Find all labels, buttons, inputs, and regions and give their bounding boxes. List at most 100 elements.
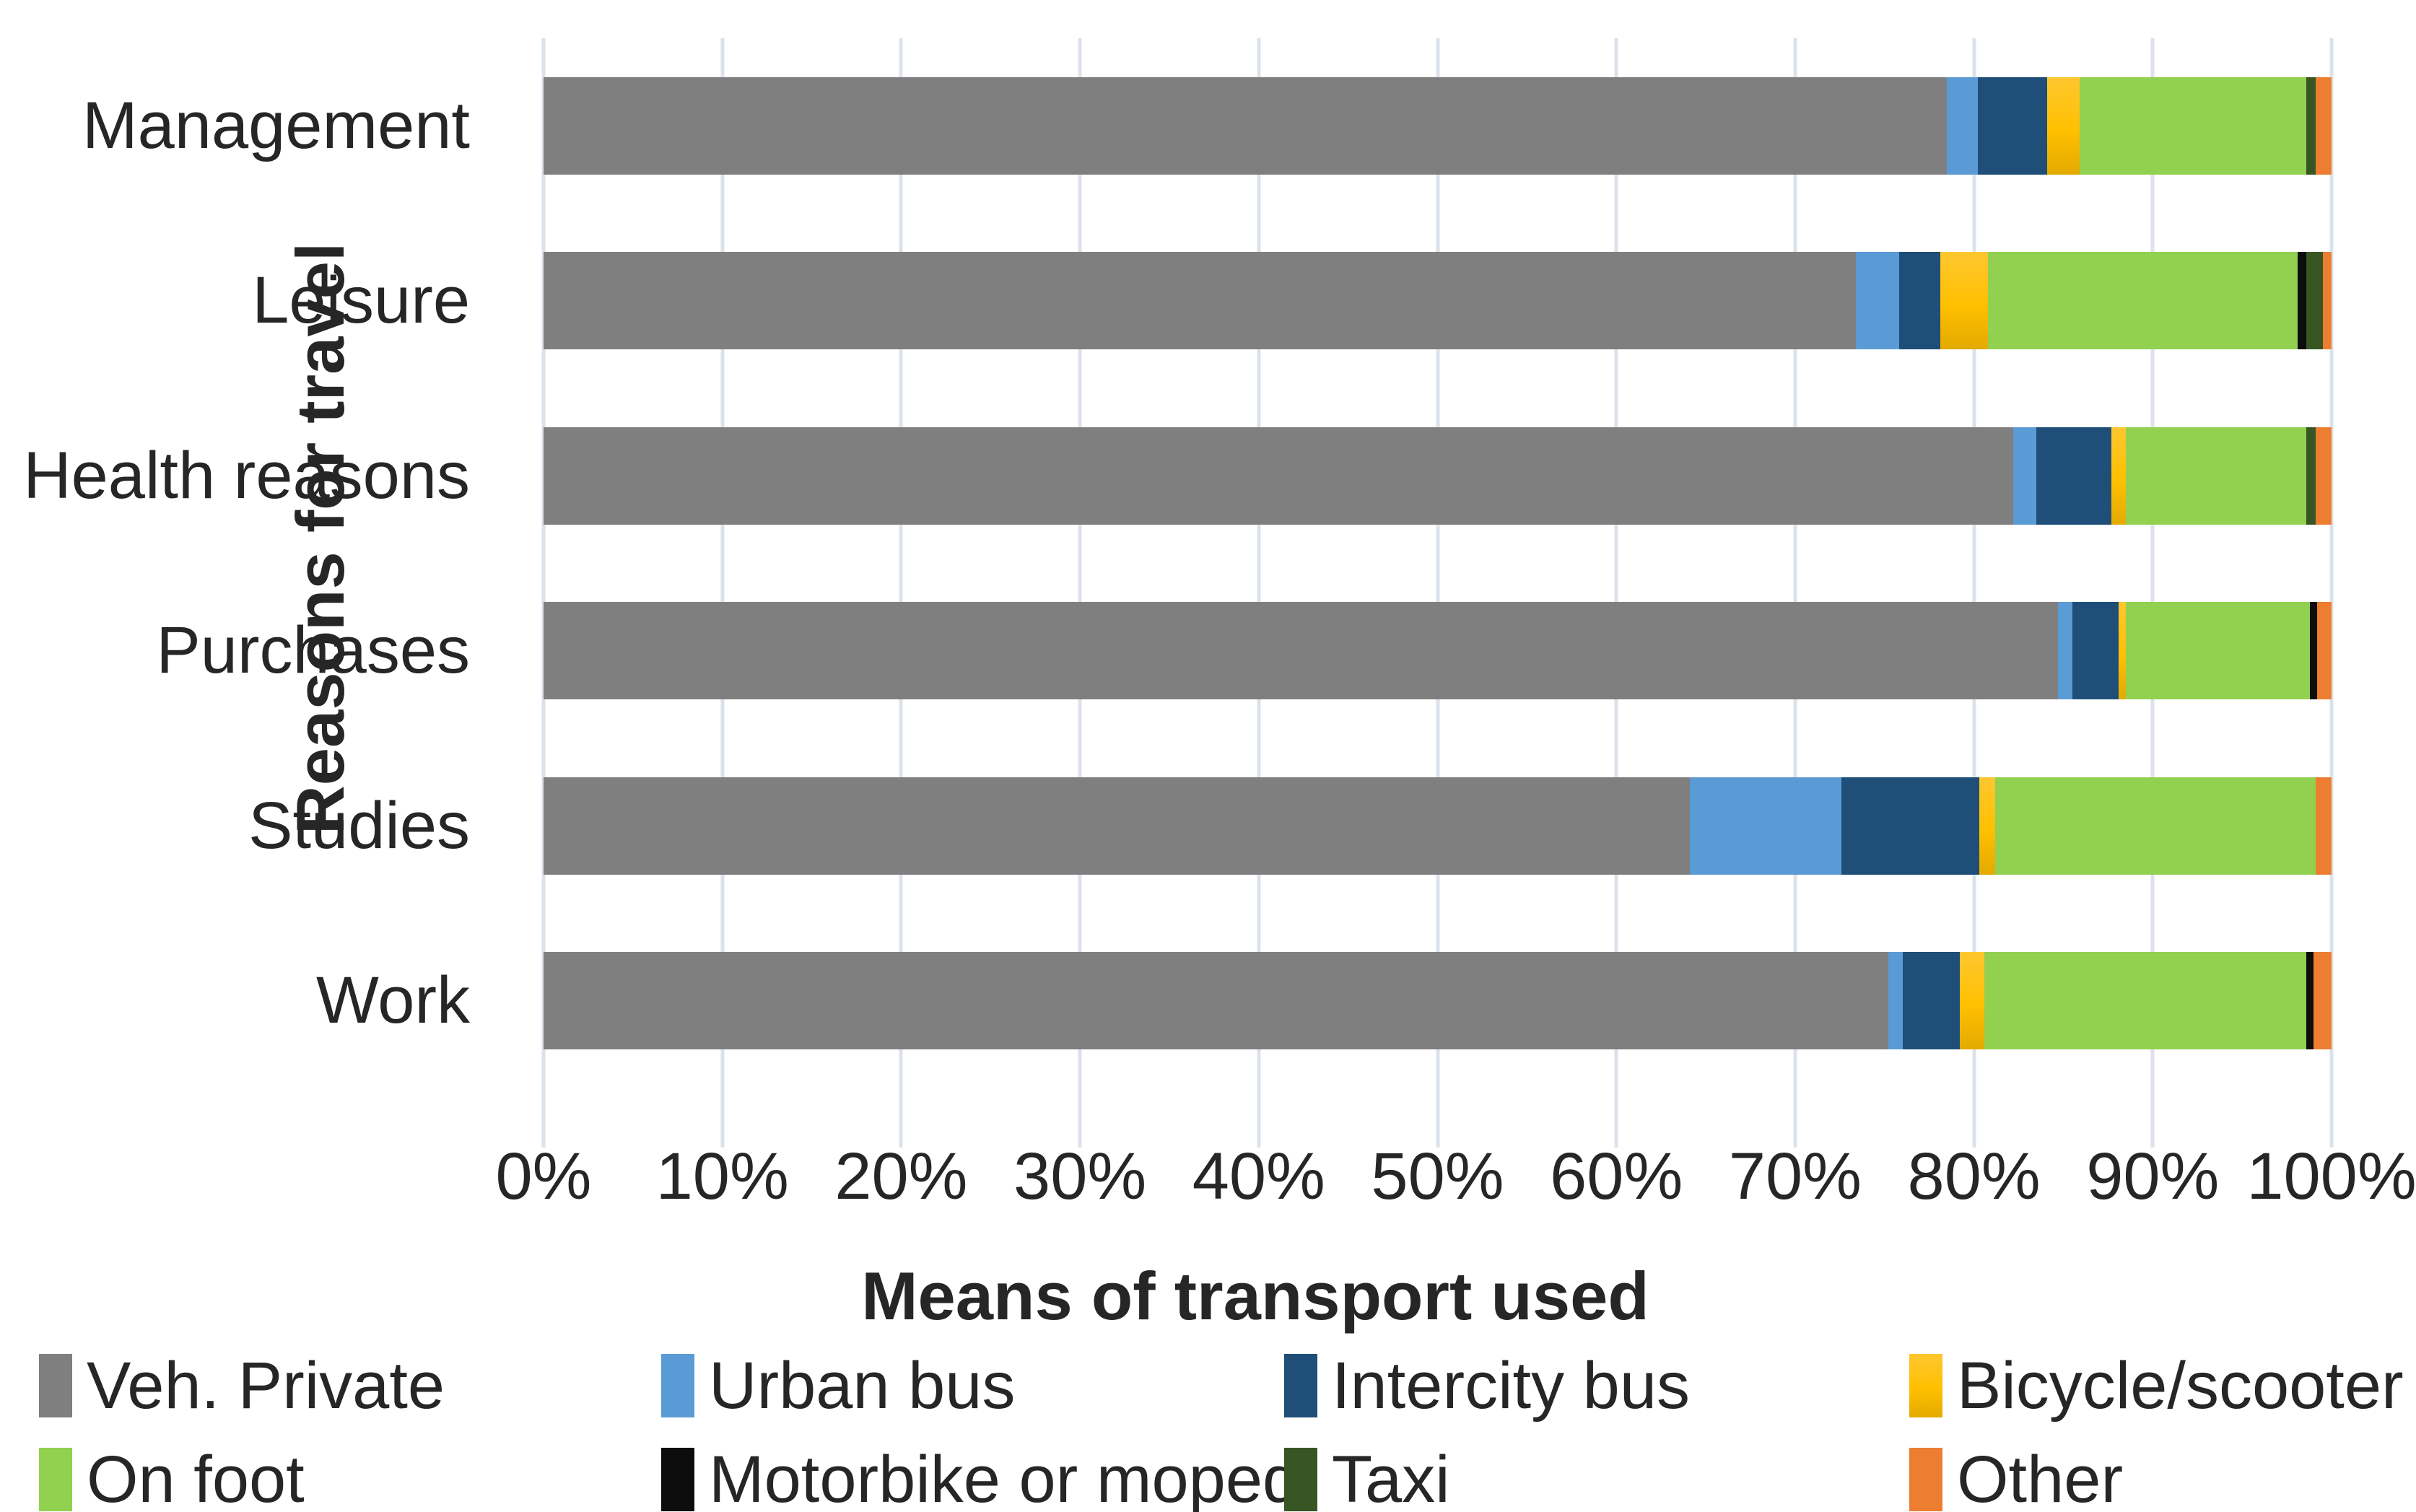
bar-leisure xyxy=(544,252,2332,350)
legend-swatch-bicycle-scooter xyxy=(1909,1354,1942,1417)
legend-item-urban-bus: Urban bus xyxy=(661,1348,1016,1423)
gridline-90% xyxy=(2150,38,2155,1148)
category-label-health-reasons: Health reasons xyxy=(23,438,470,512)
legend-item-bicycle-scooter: Bicycle/scooter xyxy=(1909,1349,2404,1423)
gridline-10% xyxy=(720,38,725,1148)
category-label-purchases: Purchases xyxy=(156,613,470,688)
x-axis-title: Means of transport used xyxy=(861,1258,1649,1334)
bar-health-reasons xyxy=(544,427,2332,525)
gridline-100% xyxy=(2329,38,2334,1148)
legend-label: Taxi xyxy=(1332,1442,1450,1512)
gridline-80% xyxy=(1972,38,1976,1148)
segment-urban-bus xyxy=(2058,602,2072,700)
legend-label: Other xyxy=(1957,1442,2124,1512)
tick-label-30%: 30% xyxy=(1013,1140,1147,1213)
bar-studies xyxy=(544,777,2332,875)
segment-veh-private xyxy=(544,252,1857,350)
category-label-leisure: Leisure xyxy=(252,263,470,338)
tick-label-0%: 0% xyxy=(495,1140,592,1213)
gridline-40% xyxy=(1257,38,1261,1148)
segment-on-foot xyxy=(1988,252,2298,350)
segment-intercity-bus xyxy=(1841,777,1979,875)
legend-label: Motorbike or moped xyxy=(709,1442,1300,1512)
legend-swatch-taxi xyxy=(1284,1448,1317,1511)
segment-on-foot xyxy=(1995,777,2316,875)
segment-on-foot xyxy=(2126,602,2311,700)
category-axis-labels: Management Leisure Health reasons Purchases… xyxy=(0,0,507,1512)
tick-label-10%: 10% xyxy=(655,1140,789,1213)
segment-intercity-bus xyxy=(1902,952,1960,1050)
segment-bicycle-scooter xyxy=(2111,427,2127,525)
segment-intercity-bus xyxy=(2036,427,2112,525)
legend-item-veh-private: Veh. Private xyxy=(39,1348,445,1423)
segment-veh-private xyxy=(544,77,1948,175)
category-label-studies: Studies xyxy=(248,788,470,862)
segment-veh-private xyxy=(544,777,1690,875)
tick-label-40%: 40% xyxy=(1192,1140,1325,1213)
segment-veh-private xyxy=(544,952,1888,1050)
legend-swatch-veh-private xyxy=(39,1354,72,1417)
segment-on-foot xyxy=(2079,77,2307,175)
segment-veh-private xyxy=(544,427,2014,525)
category-label-management: Management xyxy=(82,88,470,162)
segment-other xyxy=(2317,602,2332,700)
legend-label: Intercity bus xyxy=(1332,1348,1690,1423)
tick-label-20%: 20% xyxy=(834,1140,968,1213)
segment-urban-bus xyxy=(2013,427,2037,525)
segment-bicycle-scooter xyxy=(1959,952,1985,1050)
segment-on-foot xyxy=(1984,952,2307,1050)
segment-on-foot xyxy=(2126,427,2307,525)
legend-item-motorbike-or-moped: Motorbike or moped xyxy=(661,1443,1299,1512)
legend-label: On foot xyxy=(87,1442,305,1512)
plot-area xyxy=(541,38,2334,1148)
tick-label-70%: 70% xyxy=(1728,1140,1862,1213)
legend-swatch-intercity-bus xyxy=(1284,1354,1317,1417)
gridline-30% xyxy=(1078,38,1082,1148)
segment-urban-bus xyxy=(1689,777,1842,875)
segment-urban-bus xyxy=(1947,77,1978,175)
tick-label-90%: 90% xyxy=(2086,1140,2220,1213)
segment-bicycle-scooter xyxy=(1979,777,1996,875)
tick-label-80%: 80% xyxy=(1907,1140,2041,1213)
bar-management xyxy=(544,77,2332,175)
legend-label: Veh. Private xyxy=(87,1348,445,1423)
segment-taxi xyxy=(2306,252,2323,350)
segment-motorbike-or-moped xyxy=(2306,952,2314,1050)
legend-label: Urban bus xyxy=(709,1348,1016,1423)
legend-item-on-foot: On foot xyxy=(39,1443,305,1512)
segment-taxi xyxy=(2306,77,2316,175)
segment-other xyxy=(2315,427,2332,525)
legend-item-other: Other xyxy=(1909,1443,2123,1512)
bar-purchases xyxy=(544,602,2332,700)
segment-motorbike-or-moped xyxy=(2310,602,2318,700)
segment-other xyxy=(2313,952,2332,1050)
legend-swatch-on-foot xyxy=(39,1448,72,1511)
legend-swatch-motorbike-or-moped xyxy=(661,1448,694,1511)
gridline-60% xyxy=(1614,38,1618,1148)
segment-other xyxy=(2315,77,2332,175)
segment-other xyxy=(2322,252,2332,350)
gridline-20% xyxy=(899,38,903,1148)
legend-item-taxi: Taxi xyxy=(1284,1443,1450,1512)
segment-bicycle-scooter xyxy=(1940,252,1989,350)
tick-label-100%: 100% xyxy=(2246,1140,2416,1213)
tick-label-60%: 60% xyxy=(1550,1140,1683,1213)
tick-label-50%: 50% xyxy=(1371,1140,1504,1213)
gridline-70% xyxy=(1793,38,1797,1148)
legend-item-intercity-bus: Intercity bus xyxy=(1284,1348,1690,1423)
segment-intercity-bus xyxy=(1898,252,1940,350)
segment-urban-bus xyxy=(1888,952,1903,1050)
gridline-50% xyxy=(1436,38,1439,1148)
bar-work xyxy=(544,952,2332,1050)
gridline-0% xyxy=(541,38,546,1148)
category-label-work: Work xyxy=(316,963,470,1038)
segment-taxi xyxy=(2306,427,2316,525)
segment-bicycle-scooter xyxy=(2119,602,2127,700)
segment-other xyxy=(2315,777,2332,875)
segment-motorbike-or-moped xyxy=(2297,252,2307,350)
segment-intercity-bus xyxy=(1977,77,2048,175)
segment-urban-bus xyxy=(1856,252,1899,350)
segment-veh-private xyxy=(544,602,2059,700)
segment-bicycle-scooter xyxy=(2047,77,2080,175)
